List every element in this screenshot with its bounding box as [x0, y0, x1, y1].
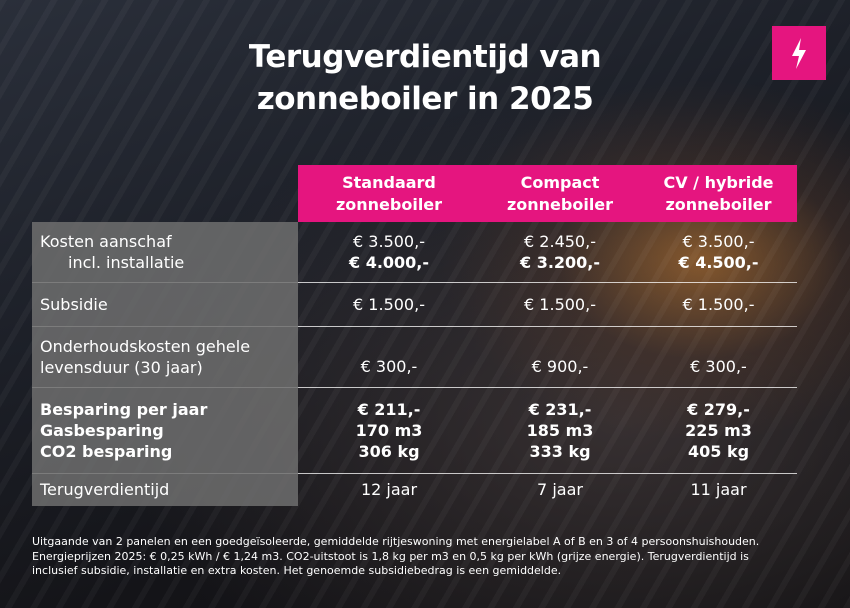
logo: [772, 26, 826, 80]
cell-line: € 300,-: [690, 357, 747, 376]
cell-line: € 3.200,-: [519, 253, 601, 272]
cell-line: € 2.450,-: [524, 232, 596, 251]
cell-line: 333 kg: [529, 441, 591, 461]
cell-line: 7 jaar: [537, 480, 583, 499]
label-line: Gasbesparing: [40, 420, 164, 440]
row-label: Onderhoudskosten gehele levensduur (30 ja…: [32, 326, 298, 387]
table-cell: € 279,- 225 m3 405 kg: [640, 387, 797, 473]
header-line: zonneboiler: [335, 194, 443, 214]
title-line: zonneboiler in 2025: [256, 81, 594, 117]
footnote-line: Energieprijzen 2025: € 0,25 kWh / € 1,24…: [32, 549, 749, 563]
column-header: Compact zonneboiler: [480, 165, 640, 222]
table-cell: € 1.500,-: [480, 282, 640, 326]
table-cell: 7 jaar: [480, 473, 640, 506]
cell-line: € 3.500,-: [353, 232, 425, 251]
cell-line: € 1.500,-: [682, 294, 755, 314]
title-line: Terugverdientijd van: [248, 39, 602, 75]
cell-line: 405 kg: [687, 441, 750, 461]
cell-line: 11 jaar: [690, 480, 747, 499]
cell-line: € 900,-: [531, 357, 589, 376]
table-cell: € 300,-: [640, 326, 797, 387]
row-separator: [32, 326, 797, 327]
label-line: levensduur (30 jaar): [40, 357, 203, 377]
table-cell: 11 jaar: [640, 473, 797, 506]
table-cell: € 211,- 170 m3 306 kg: [298, 387, 480, 473]
label-line: Besparing per jaar: [40, 399, 208, 419]
row-separator: [32, 473, 797, 474]
label-line: Subsidie: [40, 294, 108, 314]
cell-line: € 1.500,-: [353, 294, 425, 314]
cell-line: 12 jaar: [360, 480, 418, 499]
header-line: Compact: [520, 172, 600, 192]
label-line: incl. installatie: [68, 253, 185, 272]
cell-line: € 3.500,-: [682, 232, 755, 251]
header-line: Standaard: [342, 172, 436, 192]
label-line: CO2 besparing: [40, 441, 173, 461]
label-line: Kosten aanschaf: [40, 232, 172, 251]
cell-line: € 211,-: [357, 399, 421, 419]
table-cell: € 1.500,-: [640, 282, 797, 326]
table-cell: € 231,- 185 m3 333 kg: [480, 387, 640, 473]
cell-line: € 4.500,-: [678, 253, 759, 272]
cell-line: € 4.000,-: [348, 253, 430, 272]
footnote-line: Uitgaande van 2 panelen en een goedgeïso…: [32, 535, 760, 548]
table-cell: € 1.500,-: [298, 282, 480, 326]
header-line: zonneboiler: [506, 194, 614, 214]
column-header: CV / hybride zonneboiler: [640, 165, 797, 222]
cell-line: 225 m3: [685, 420, 752, 440]
title: Terugverdientijd van zonneboiler in 2025: [150, 36, 700, 120]
row-label: Terugverdientijd: [32, 473, 298, 506]
table-cell: € 3.500,- € 4.500,-: [640, 222, 797, 282]
label-line: Onderhoudskosten gehele: [40, 336, 251, 356]
label-line: Terugverdientijd: [40, 480, 170, 499]
cell-line: € 1.500,-: [524, 294, 596, 314]
table-cell: € 2.450,- € 3.200,-: [480, 222, 640, 282]
row-label: Kosten aanschaf incl. installatie: [32, 222, 298, 282]
table-cell: 12 jaar: [298, 473, 480, 506]
row-separator: [32, 387, 797, 388]
header-line: zonneboiler: [665, 194, 772, 214]
cell-line: € 279,-: [687, 399, 750, 419]
footnote: Uitgaande van 2 panelen en een goedgeïso…: [32, 535, 832, 579]
cell-line: 185 m3: [526, 420, 594, 440]
cell-line: 306 kg: [358, 441, 420, 461]
row-label: Subsidie: [32, 282, 298, 326]
table-cell: € 900,-: [480, 326, 640, 387]
cell-line: € 231,-: [528, 399, 592, 419]
cell-line: 170 m3: [355, 420, 423, 440]
footnote-line: inclusief subsidie, installatie en extra…: [32, 564, 562, 577]
cell-line: € 300,-: [360, 357, 418, 376]
table-cell: € 300,-: [298, 326, 480, 387]
table-cell: € 3.500,- € 4.000,-: [298, 222, 480, 282]
column-header: Standaard zonneboiler: [298, 165, 480, 222]
header-line: CV / hybride: [663, 172, 774, 192]
row-separator: [32, 282, 797, 283]
row-label: Besparing per jaar Gasbesparing CO2 bespar…: [32, 387, 298, 473]
